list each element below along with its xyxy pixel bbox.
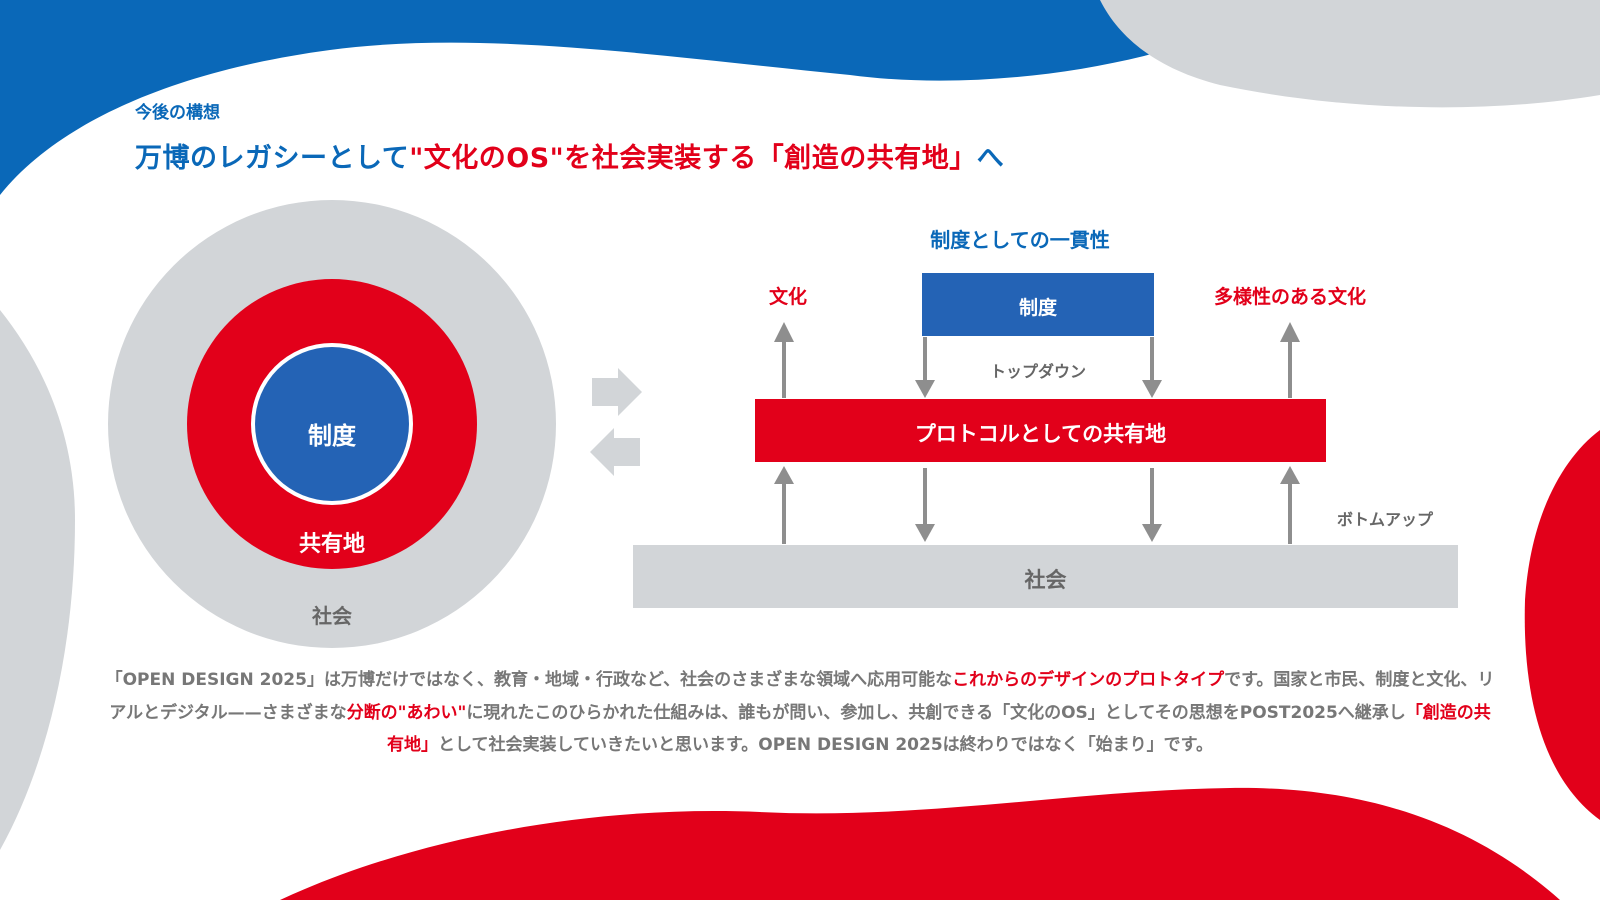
top-left-blue-wave (0, 0, 1290, 195)
page-title: 万博のレガシーとして"文化のOS"を社会実装する「創造の共有地」へ (135, 136, 1004, 175)
down-right-arrow-shaft (1150, 468, 1154, 526)
protocol-commons-bar (755, 399, 1326, 462)
description-part-2: です。国家と市民、制度と文化、リアルとデジタル——さまざまな (109, 670, 1495, 723)
circle-commons-label: 共有地 (298, 532, 365, 557)
concentric-circle-diagram (108, 200, 556, 648)
culture-up-arrow-head (774, 322, 794, 342)
title-part-1: 万博のレガシーとして (135, 143, 410, 174)
title-part-2: "文化のOS"を社会実装する「創造の共有地」 (409, 143, 977, 174)
institution-box (922, 273, 1154, 336)
bottomup-right-arrow-head (1280, 466, 1300, 484)
down-right-arrow-head (1142, 524, 1162, 542)
section-kicker: 今後の構想 (135, 103, 220, 123)
society-bar (633, 545, 1458, 608)
description-highlight-2: 分断の"あわい" (346, 702, 467, 723)
left-arrow-icon (590, 428, 640, 476)
topdown-right-arrow-shaft (1150, 337, 1154, 383)
title-part-3: へ (976, 143, 1005, 174)
diverse-up-arrow-head (1280, 322, 1300, 342)
circle-society-label: 社会 (312, 604, 352, 628)
society-bar-label: 社会 (1024, 568, 1067, 592)
description-paragraph: 「OPEN DESIGN 2025」は万博だけではなく、教育・地域・行政など、社… (105, 664, 1495, 762)
diverse-up-arrow-shaft (1288, 338, 1292, 398)
top-down-label: トップダウン (989, 362, 1086, 381)
protocol-commons-label: プロトコルとしての共有地 (914, 422, 1167, 446)
flow-diverse-culture-label: 多様性のある文化 (1213, 286, 1366, 308)
description-part-1: 「OPEN DESIGN 2025」は万博だけではなく、教育・地域・行政など、社… (105, 670, 953, 690)
bottomup-right-arrow-shaft (1288, 482, 1292, 544)
bottomup-left-arrow-shaft (782, 482, 786, 544)
topdown-right-arrow-head (1142, 380, 1162, 398)
exchange-arrows-icon (590, 368, 642, 476)
institution-circle (255, 347, 409, 501)
description-highlight-1: これからのデザインのプロトタイプ (952, 670, 1225, 690)
topdown-left-arrow-shaft (923, 337, 927, 383)
culture-up-arrow-shaft (782, 338, 786, 398)
bottom-up-label: ボトムアップ (1336, 510, 1433, 529)
down-left-arrow-head (915, 524, 935, 542)
description-highlight-3: 「創造の共有地」 (387, 702, 1491, 756)
top-right-gray-wave (1100, 0, 1600, 108)
bottomup-left-arrow-head (774, 466, 794, 484)
circle-institution-label: 制度 (308, 422, 356, 450)
description-part-3: に現れたこのひらかれた仕組みは、誰もが問い、参加し、共創できる「文化のOS」とし… (466, 702, 1406, 723)
bottom-red-wave (280, 787, 1560, 900)
description-part-4: として社会実装していきたいと思います。OPEN DESIGN 2025は終わりで… (438, 735, 1213, 755)
down-left-arrow-shaft (923, 468, 927, 526)
topdown-left-arrow-head (915, 380, 935, 398)
institution-box-label: 制度 (1018, 297, 1057, 319)
right-red-wave (1524, 430, 1600, 820)
flow-top-title: 制度としての一貫性 (930, 228, 1110, 252)
flow-culture-label: 文化 (768, 286, 807, 308)
right-arrow-icon (592, 368, 642, 416)
left-gray-wave (0, 310, 75, 850)
